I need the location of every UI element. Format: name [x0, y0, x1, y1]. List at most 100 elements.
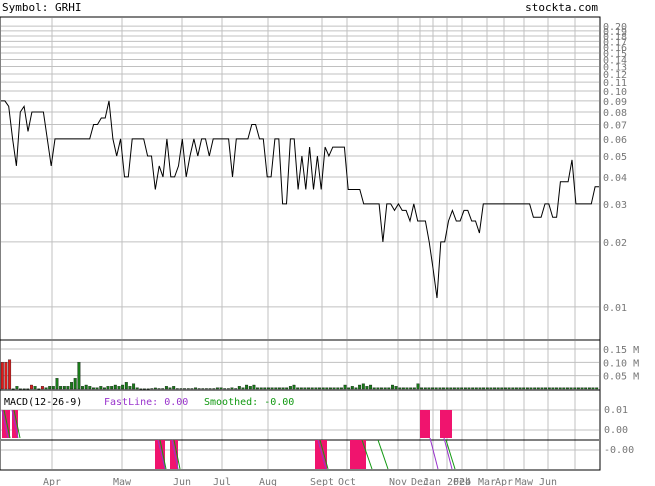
volume-bar	[77, 362, 81, 390]
volume-bar	[128, 386, 132, 390]
macd-panel-frame	[0, 389, 601, 471]
volume-bar	[303, 387, 307, 390]
volume-bar	[394, 386, 398, 390]
volume-bar	[172, 386, 176, 390]
volume-bar	[412, 387, 416, 390]
macd-fastline-segment	[443, 437, 453, 470]
volume-bar	[332, 387, 336, 390]
price-tick-label: 0.18	[603, 32, 627, 43]
macd-smoothed-segment	[445, 439, 456, 470]
x-tick-label: Jun	[173, 477, 191, 486]
volume-bar	[124, 382, 128, 390]
price-tick-label: 0.06	[603, 135, 627, 146]
price-tick-label: 0.10	[603, 87, 627, 98]
macd-histogram-bar	[2, 410, 10, 438]
volume-bar	[321, 387, 325, 390]
volume-bar	[263, 387, 267, 390]
x-tick-label: Apr	[495, 477, 513, 486]
price-tick-label: 0.03	[603, 200, 627, 211]
macd-fastline-segment	[1, 409, 9, 439]
volume-bar	[150, 388, 154, 390]
macd-histogram-bar	[358, 440, 366, 469]
macd-smoothed-segment	[319, 439, 329, 470]
price-tick-label: 0.04	[603, 173, 627, 184]
volume-bar	[529, 387, 533, 390]
volume-bar	[434, 387, 438, 390]
volume-bar	[507, 387, 511, 390]
x-tick-label: Apr	[43, 477, 61, 486]
volume-bar	[168, 387, 172, 390]
price-grid	[1, 18, 599, 339]
macd-fastline-segment	[157, 439, 166, 470]
volume-bar	[175, 388, 179, 390]
x-tick-label: Dec	[411, 477, 429, 486]
volume-bar	[372, 387, 376, 390]
volume-bar	[525, 387, 529, 390]
volume-bar	[212, 388, 216, 390]
volume-bar	[587, 387, 591, 390]
macd-fastline-segment	[11, 409, 19, 439]
x-tick-label: Jan 2024	[423, 477, 471, 486]
volume-bar	[66, 386, 70, 390]
volume-bar	[0, 362, 4, 390]
volume-bar	[153, 387, 157, 390]
volume-bar	[281, 387, 285, 390]
volume-bar	[533, 387, 537, 390]
volume-bar	[551, 387, 555, 390]
volume-bar	[511, 387, 515, 390]
volume-tick-label: 0.05 M	[603, 372, 639, 383]
volume-bar	[325, 387, 329, 390]
volume-bar	[522, 387, 526, 390]
volume-bar	[88, 386, 92, 390]
volume-grid	[1, 341, 599, 389]
x-tick-label: Maw	[515, 477, 534, 486]
volume-bar	[314, 387, 318, 390]
volume-bar	[452, 387, 456, 390]
macd-smoothed-segment	[3, 409, 11, 439]
volume-bar	[299, 387, 303, 390]
volume-bar	[37, 388, 41, 390]
volume-bar	[380, 387, 383, 390]
x-tick-label: Feb	[453, 477, 471, 486]
price-tick-label: 0.16	[603, 43, 627, 54]
volume-bar	[569, 387, 573, 390]
volume-bar	[201, 388, 205, 390]
volume-tick-label: 0.10 M	[603, 358, 639, 369]
volume-bar	[99, 386, 103, 390]
price-tick-label: 0.19	[603, 27, 627, 38]
volume-bar	[30, 384, 33, 390]
volume-bar	[423, 387, 427, 390]
volume-bar	[33, 386, 37, 390]
x-tick-label: Aug	[259, 477, 277, 486]
volume-bar	[449, 387, 453, 390]
macd-marks	[1, 409, 456, 470]
volume-bar	[139, 388, 143, 390]
volume-bar	[215, 387, 219, 390]
volume-bar	[22, 388, 26, 390]
volume-bar	[245, 384, 249, 390]
volume-bar	[387, 387, 391, 390]
volume-bar	[117, 386, 121, 390]
volume-bar	[288, 386, 292, 390]
x-tick-label: Sept	[310, 477, 334, 486]
volume-bar	[183, 388, 187, 390]
volume-bar	[237, 386, 241, 390]
macd-tick-label: -0.00	[604, 445, 634, 456]
macd-histogram-bar	[170, 440, 178, 469]
volume-bar	[230, 387, 234, 390]
volume-bar	[405, 387, 409, 390]
volume-bar	[205, 388, 208, 390]
volume-bar	[420, 387, 424, 390]
macd-histogram-bar	[440, 410, 452, 438]
volume-bar	[40, 386, 44, 390]
volume-bar	[383, 387, 387, 390]
x-tick-label: Mar	[478, 477, 496, 486]
volume-bar	[350, 386, 354, 390]
volume-bar	[478, 387, 482, 390]
volume-bar	[84, 384, 88, 390]
volume-bar	[190, 388, 194, 390]
volume-bar	[208, 388, 212, 390]
volume-bar	[226, 388, 230, 390]
volume-bar	[135, 387, 139, 390]
volume-bar	[391, 384, 394, 390]
